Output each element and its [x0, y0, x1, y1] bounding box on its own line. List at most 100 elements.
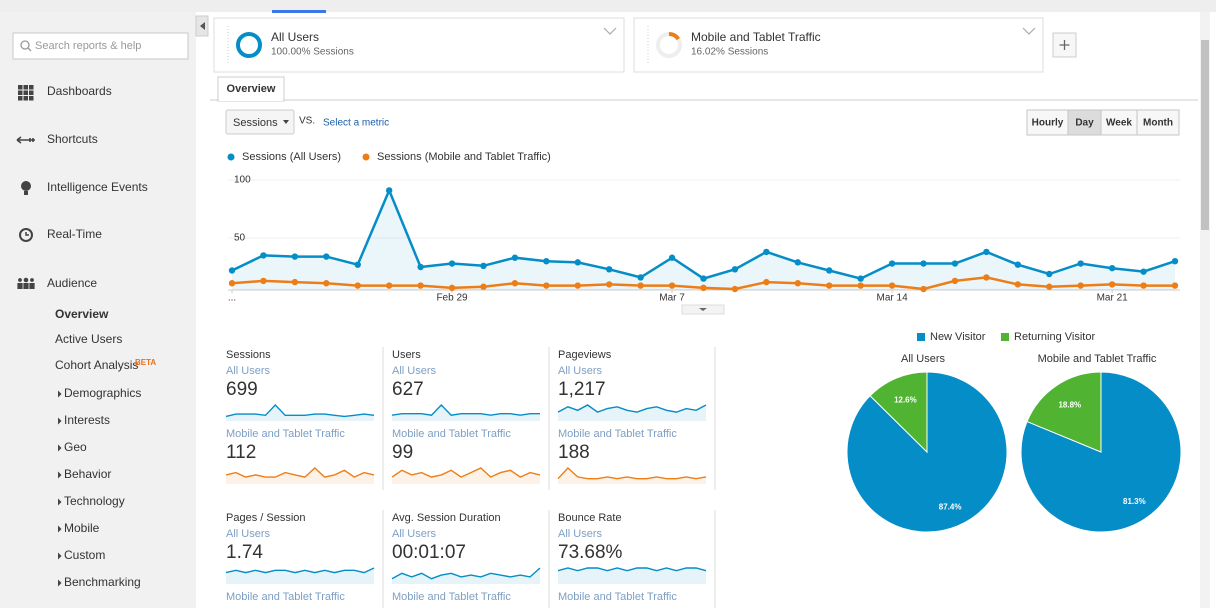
audience-menu-label: Custom: [64, 548, 105, 562]
legend-item[interactable]: Sessions (All Users): [227, 151, 342, 163]
nav-label: Shortcuts: [47, 132, 98, 146]
collapse-arrow: [200, 22, 205, 30]
data-point: [417, 263, 424, 271]
metric-segment: All Users: [392, 528, 437, 540]
metric-dropdown-arrow: [283, 120, 289, 124]
audience-menu-item[interactable]: Interests: [58, 413, 110, 427]
granularity-button-bg: [1026, 109, 1069, 136]
data-point: [228, 267, 236, 274]
data-point: [920, 285, 927, 293]
expand-arrow: [58, 525, 62, 533]
x-tick-label: ...: [228, 293, 236, 304]
scrollbar-thumb[interactable]: [1201, 40, 1209, 230]
audience-menu-item[interactable]: Custom: [58, 548, 105, 562]
data-point: [1171, 282, 1179, 289]
audience-menu-item[interactable]: Benchmarking: [58, 575, 141, 589]
granularity-button[interactable]: Day: [1067, 109, 1102, 136]
metric-title: Bounce Rate: [558, 512, 622, 524]
tab[interactable]: [217, 76, 285, 102]
expand-arrow: [58, 552, 62, 560]
audience-menu-item[interactable]: Overview: [55, 307, 109, 321]
metric-value: 99: [392, 442, 413, 463]
metric-segment: Mobile and Tablet Traffic: [558, 591, 677, 603]
expand-arrow: [58, 498, 62, 506]
nav-item[interactable]: Audience: [17, 276, 97, 290]
nav-icon: [23, 85, 28, 90]
audience-menu-item[interactable]: Active Users: [55, 332, 122, 346]
data-point: [731, 285, 739, 293]
pie-value-label: 12.6%: [894, 395, 917, 404]
nav-icon: [17, 283, 23, 289]
data-point: [826, 282, 833, 289]
metric-title: Pageviews: [558, 349, 612, 361]
data-point: [260, 252, 267, 259]
metric-dropdown[interactable]: [225, 109, 295, 135]
metric-segment: All Users: [558, 365, 603, 377]
data-point: [637, 274, 644, 281]
select-metric-link[interactable]: Select a metric: [323, 118, 389, 129]
data-point: [888, 282, 896, 289]
segment-ring-part: [668, 31, 680, 41]
legend-item[interactable]: Sessions (Mobile and Tablet Traffic): [362, 151, 551, 163]
metric-segment: All Users: [558, 528, 603, 540]
audience-menu-item[interactable]: Demographics: [58, 386, 141, 400]
nav-item[interactable]: Real-Time: [19, 227, 102, 242]
segment-box[interactable]: All Users 100.00% Sessions: [213, 17, 625, 73]
data-point: [1108, 281, 1116, 288]
data-point: [1014, 281, 1022, 288]
sidebar: [0, 12, 196, 608]
legend-label: Sessions (All Users): [242, 151, 341, 163]
metric-segment: Mobile and Tablet Traffic: [392, 591, 511, 603]
nav-icon: [30, 278, 34, 282]
data-point: [448, 284, 456, 292]
sparkline: [225, 567, 375, 574]
pie-title: Mobile and Tablet Traffic: [1038, 353, 1157, 365]
nav-icon: [19, 228, 33, 242]
sparkline: [557, 467, 707, 480]
audience-menu-label: Benchmarking: [64, 575, 141, 589]
granularity-label: Day: [1075, 118, 1094, 129]
x-tick-label: Mar 7: [659, 293, 685, 304]
pie-legend-item: Returning Visitor: [1001, 331, 1095, 343]
data-point: [1171, 258, 1179, 265]
audience-menu-item[interactable]: Mobile: [58, 521, 100, 535]
data-point: [543, 258, 550, 265]
sparkline: [557, 404, 707, 413]
audience-menu-label: Overview: [55, 307, 109, 321]
x-tick-label: Mar 21: [1097, 293, 1129, 304]
nav-item[interactable]: Shortcuts: [16, 132, 98, 146]
granularity-button[interactable]: Week: [1100, 109, 1138, 136]
nav-item[interactable]: Dashboards: [18, 84, 112, 101]
nav-icon: [24, 191, 28, 195]
metric-title: Users: [392, 349, 421, 361]
sparkline-area: [558, 568, 706, 584]
search-box[interactable]: [12, 32, 189, 60]
audience-menu-item[interactable]: Technology: [58, 494, 125, 508]
audience-menu-label: Interests: [64, 413, 110, 427]
data-point: [385, 282, 393, 289]
nav-icon: [18, 85, 23, 90]
sparkline-area: [558, 468, 706, 484]
chart-toggle-arrow: [699, 308, 707, 311]
data-point: [291, 253, 299, 260]
data-point: [1108, 264, 1116, 272]
data-point: [606, 266, 613, 273]
data-point: [385, 187, 393, 194]
metric-title: Pages / Session: [226, 512, 306, 524]
nav-icon: [21, 181, 31, 191]
granularity-button[interactable]: Month: [1136, 109, 1180, 136]
nav-icon: [29, 90, 34, 95]
audience-menu-item[interactable]: Geo: [58, 440, 87, 454]
pie-title: All Users: [901, 353, 946, 365]
segment-box[interactable]: Mobile and Tablet Traffic 16.02% Sessions: [633, 17, 1044, 73]
nav-item[interactable]: Intelligence Events: [21, 180, 148, 195]
granularity-button[interactable]: Hourly: [1026, 109, 1069, 136]
data-point: [983, 248, 990, 256]
pie-slice: [869, 371, 928, 454]
metric-segment: Mobile and Tablet Traffic: [392, 428, 511, 440]
nav-icon: [18, 96, 23, 101]
audience-menu-item[interactable]: Behavior: [58, 467, 111, 481]
